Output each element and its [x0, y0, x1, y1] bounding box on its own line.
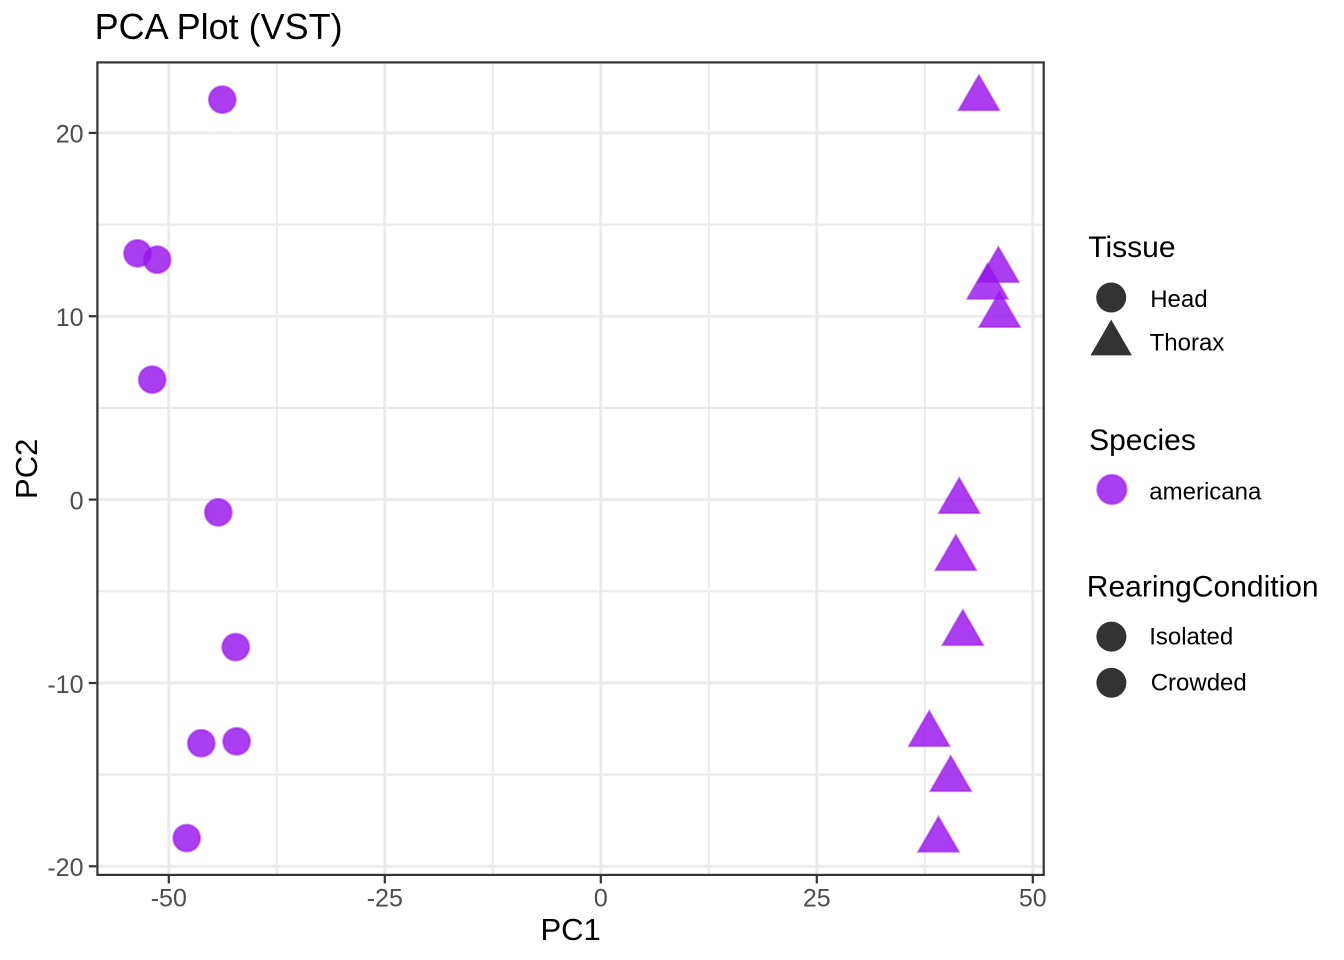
svg-text:Isolated: Isolated: [1149, 624, 1233, 651]
svg-text:PCA Plot (VST): PCA Plot (VST): [95, 6, 343, 47]
svg-text:10: 10: [56, 304, 84, 332]
svg-text:RearingCondition: RearingCondition: [1087, 570, 1319, 603]
svg-text:0: 0: [594, 885, 608, 913]
svg-text:50: 50: [1019, 885, 1047, 913]
svg-text:Head: Head: [1150, 286, 1207, 313]
svg-text:-10: -10: [47, 671, 83, 699]
svg-text:Thorax: Thorax: [1150, 330, 1225, 357]
svg-text:-50: -50: [151, 885, 187, 913]
svg-text:20: 20: [56, 121, 84, 149]
svg-text:-25: -25: [367, 885, 403, 913]
svg-text:0: 0: [70, 487, 84, 515]
svg-text:Crowded: Crowded: [1151, 670, 1247, 697]
svg-text:PC1: PC1: [540, 912, 600, 947]
svg-text:Tissue: Tissue: [1088, 231, 1175, 264]
svg-text:PC2: PC2: [9, 439, 44, 499]
svg-text:-20: -20: [47, 854, 83, 882]
svg-text:Species: Species: [1089, 424, 1196, 457]
svg-text:25: 25: [803, 885, 831, 913]
svg-text:americana: americana: [1149, 479, 1262, 506]
